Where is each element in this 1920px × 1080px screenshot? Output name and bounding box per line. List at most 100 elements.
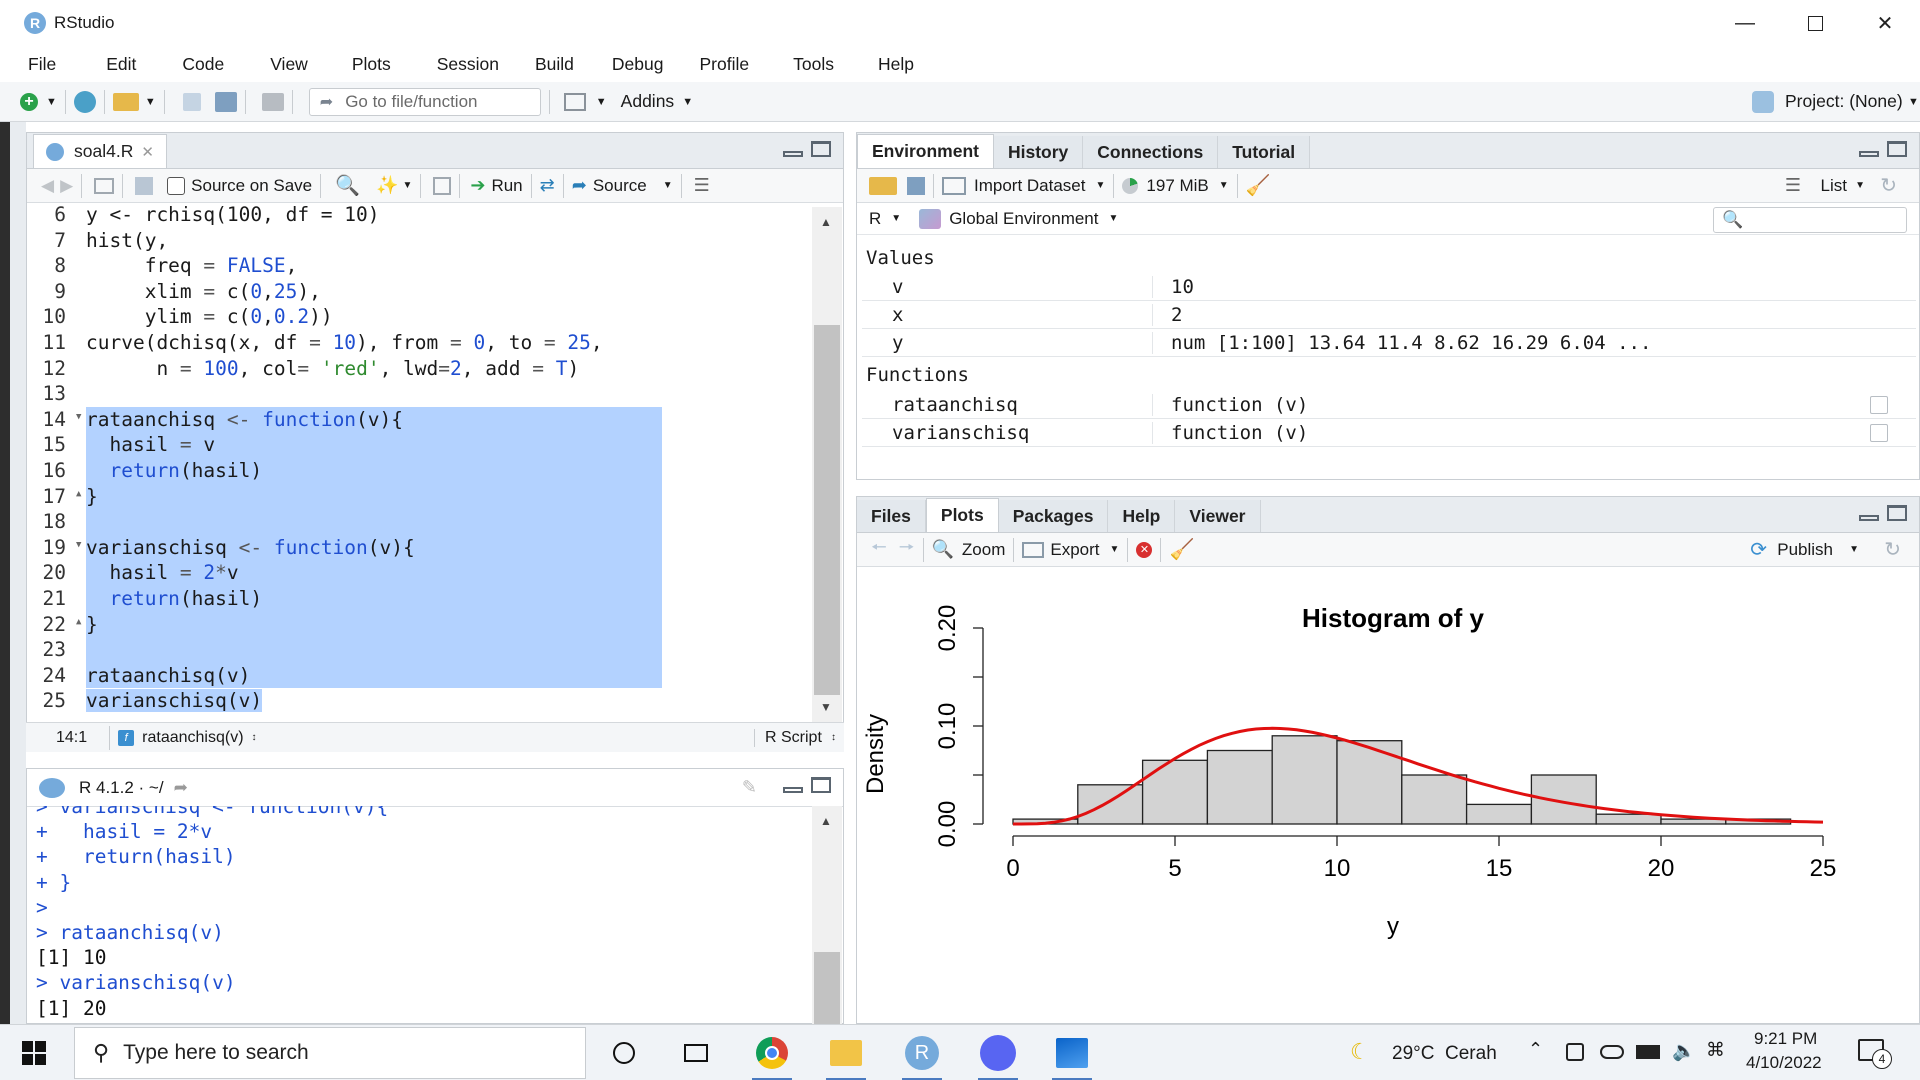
scroll-up-icon[interactable]: ▲ bbox=[820, 215, 832, 229]
tab-environment[interactable]: Environment bbox=[857, 134, 994, 168]
env-row[interactable]: rataanchisq function (v) bbox=[862, 391, 1916, 419]
project-menu[interactable]: Project: (None) bbox=[1785, 91, 1903, 111]
code-line[interactable]: 10 ylim = c(0,0.2)) bbox=[22, 304, 662, 330]
editor-scrollbar[interactable]: ▲ ▼ bbox=[812, 207, 842, 722]
code-line[interactable]: 11 curve(dchisq(x, df = 10), from = 0, to… bbox=[22, 330, 662, 356]
dropdown-icon[interactable]: ▼ bbox=[682, 95, 694, 108]
language-select[interactable]: R bbox=[869, 208, 882, 228]
env-row[interactable]: y num [1:100] 13.64 11.4 8.62 16.29 6.04 … bbox=[862, 329, 1916, 357]
weather-text[interactable]: 29°C Cerah bbox=[1392, 1043, 1497, 1064]
back-icon[interactable]: ◀ bbox=[41, 175, 55, 195]
memory-usage[interactable]: 197 MiB bbox=[1146, 175, 1209, 195]
save-icon[interactable] bbox=[182, 92, 201, 111]
maximize-pane-icon[interactable] bbox=[1887, 141, 1907, 157]
volume-icon[interactable]: 🔈 bbox=[1672, 1041, 1696, 1062]
publish-icon[interactable]: ⟳ bbox=[1750, 539, 1767, 561]
goto-dir-icon[interactable]: ➦ bbox=[173, 777, 188, 797]
save-icon[interactable] bbox=[135, 176, 154, 195]
menu-session[interactable]: Session bbox=[436, 53, 499, 74]
source-button[interactable]: Source bbox=[592, 175, 647, 195]
menu-tools[interactable]: Tools bbox=[793, 53, 834, 74]
code-line[interactable]: 14 ▼ rataanchisq <- function(v){ bbox=[22, 406, 662, 433]
file-explorer-icon[interactable] bbox=[826, 1033, 866, 1080]
zoom-icon[interactable]: 🔍 bbox=[931, 539, 954, 559]
clear-plots-icon[interactable]: 🧹 bbox=[1169, 539, 1195, 561]
export-button[interactable]: Export bbox=[1050, 539, 1100, 559]
env-row[interactable]: v 10 bbox=[862, 273, 1916, 301]
source-on-save-checkbox[interactable] bbox=[167, 176, 186, 195]
photos-icon[interactable] bbox=[1052, 1033, 1092, 1080]
dropdown-icon[interactable]: ▼ bbox=[1218, 180, 1229, 191]
new-project-icon[interactable] bbox=[73, 90, 96, 113]
dropdown-icon[interactable]: ▼ bbox=[1855, 180, 1865, 191]
run-button[interactable]: Run bbox=[491, 175, 523, 195]
maximize-pane-icon[interactable] bbox=[1887, 505, 1907, 521]
dropdown-icon[interactable]: ▼ bbox=[891, 213, 902, 224]
env-row[interactable]: varianschisq function (v) bbox=[862, 419, 1916, 447]
maximize-pane-icon[interactable] bbox=[811, 141, 831, 157]
tab-tutorial[interactable]: Tutorial bbox=[1218, 136, 1311, 168]
pane-layout-icon[interactable] bbox=[563, 92, 586, 111]
file-type[interactable]: R Script bbox=[754, 728, 822, 747]
view-mode-select[interactable]: List bbox=[1820, 175, 1847, 195]
updown-icon[interactable]: ↕ bbox=[251, 732, 257, 743]
save-all-icon[interactable] bbox=[214, 91, 237, 112]
dropdown-icon[interactable]: ▼ bbox=[1095, 180, 1106, 191]
source-icon[interactable]: ➦ bbox=[571, 175, 587, 195]
tab-history[interactable]: History bbox=[993, 136, 1084, 168]
tab-plots[interactable]: Plots bbox=[925, 498, 999, 532]
import-dataset-icon[interactable] bbox=[942, 176, 966, 195]
run-icon[interactable]: ➔ bbox=[470, 175, 486, 195]
tab-connections[interactable]: Connections bbox=[1083, 136, 1219, 168]
save-workspace-icon[interactable] bbox=[907, 176, 925, 195]
tab-viewer[interactable]: Viewer bbox=[1175, 500, 1261, 532]
menu-plots[interactable]: Plots bbox=[351, 53, 391, 74]
dropdown-icon[interactable]: ▼ bbox=[1109, 544, 1120, 555]
menu-profile[interactable]: Profile bbox=[699, 53, 750, 74]
dropdown-icon[interactable]: ▼ bbox=[1108, 213, 1119, 224]
dropdown-icon[interactable]: ▼ bbox=[402, 180, 413, 191]
chrome-icon[interactable] bbox=[752, 1033, 792, 1080]
code-line[interactable]: 18 bbox=[22, 509, 662, 535]
compile-report-icon[interactable] bbox=[433, 176, 452, 195]
magic-wand-icon[interactable]: ✨ bbox=[376, 175, 399, 195]
addins-menu[interactable]: Addins bbox=[620, 91, 675, 111]
code-line[interactable]: 15 hasil = v bbox=[22, 432, 662, 458]
tab-help[interactable]: Help bbox=[1108, 500, 1176, 532]
dropdown-icon[interactable]: ▼ bbox=[595, 95, 607, 108]
maximize-window-button[interactable] bbox=[1780, 0, 1850, 46]
tab-packages[interactable]: Packages bbox=[998, 500, 1109, 532]
dropdown-icon[interactable]: ▼ bbox=[1908, 95, 1919, 108]
close-window-button[interactable]: ✕ bbox=[1876, 12, 1894, 35]
taskbar-search-input[interactable]: ⚲ Type here to search bbox=[74, 1027, 586, 1079]
minimize-pane-icon[interactable] bbox=[1859, 151, 1879, 157]
menu-file[interactable]: File bbox=[28, 53, 57, 74]
windows-start-icon[interactable] bbox=[22, 1041, 46, 1065]
refresh-icon[interactable]: ↻ bbox=[1880, 175, 1897, 197]
tab-files[interactable]: Files bbox=[857, 500, 926, 532]
code-line[interactable]: 12 n = 100, col= 'red', lwd=2, add = T) bbox=[22, 356, 662, 382]
goto-file-input[interactable]: ➦ Go to file/function bbox=[308, 87, 541, 116]
show-in-window-icon[interactable] bbox=[94, 177, 115, 194]
code-line[interactable]: 6 y <- rchisq(100, df = 10) bbox=[22, 202, 662, 228]
cortana-icon[interactable] bbox=[604, 1033, 644, 1073]
code-line[interactable]: 9 xlim = c(0,25), bbox=[22, 279, 662, 305]
weather-moon-icon[interactable]: ☾ bbox=[1350, 1039, 1370, 1064]
scroll-up-icon[interactable]: ▲ bbox=[820, 814, 832, 828]
remove-plot-icon[interactable]: ✕ bbox=[1136, 541, 1153, 558]
updown-icon[interactable]: ↕ bbox=[831, 732, 836, 743]
code-line[interactable]: 21 return(hasil) bbox=[22, 585, 662, 612]
source-dropdown-icon[interactable]: ▼ bbox=[662, 180, 673, 191]
fold-icon[interactable]: ▼ bbox=[76, 411, 82, 422]
search-icon[interactable]: 🔍 bbox=[335, 175, 361, 197]
code-line[interactable]: 23 bbox=[22, 637, 662, 663]
menu-code[interactable]: Code bbox=[182, 53, 225, 74]
view-function-icon[interactable] bbox=[1870, 423, 1888, 442]
discord-icon[interactable] bbox=[978, 1033, 1018, 1080]
scroll-down-icon[interactable]: ▼ bbox=[820, 700, 832, 714]
environment-search-input[interactable]: 🔍 bbox=[1713, 207, 1907, 233]
code-line[interactable]: 19 ▼ varianschisq <- function(v){ bbox=[22, 534, 662, 561]
maximize-pane-icon[interactable] bbox=[811, 777, 831, 793]
menu-help[interactable]: Help bbox=[877, 53, 914, 74]
